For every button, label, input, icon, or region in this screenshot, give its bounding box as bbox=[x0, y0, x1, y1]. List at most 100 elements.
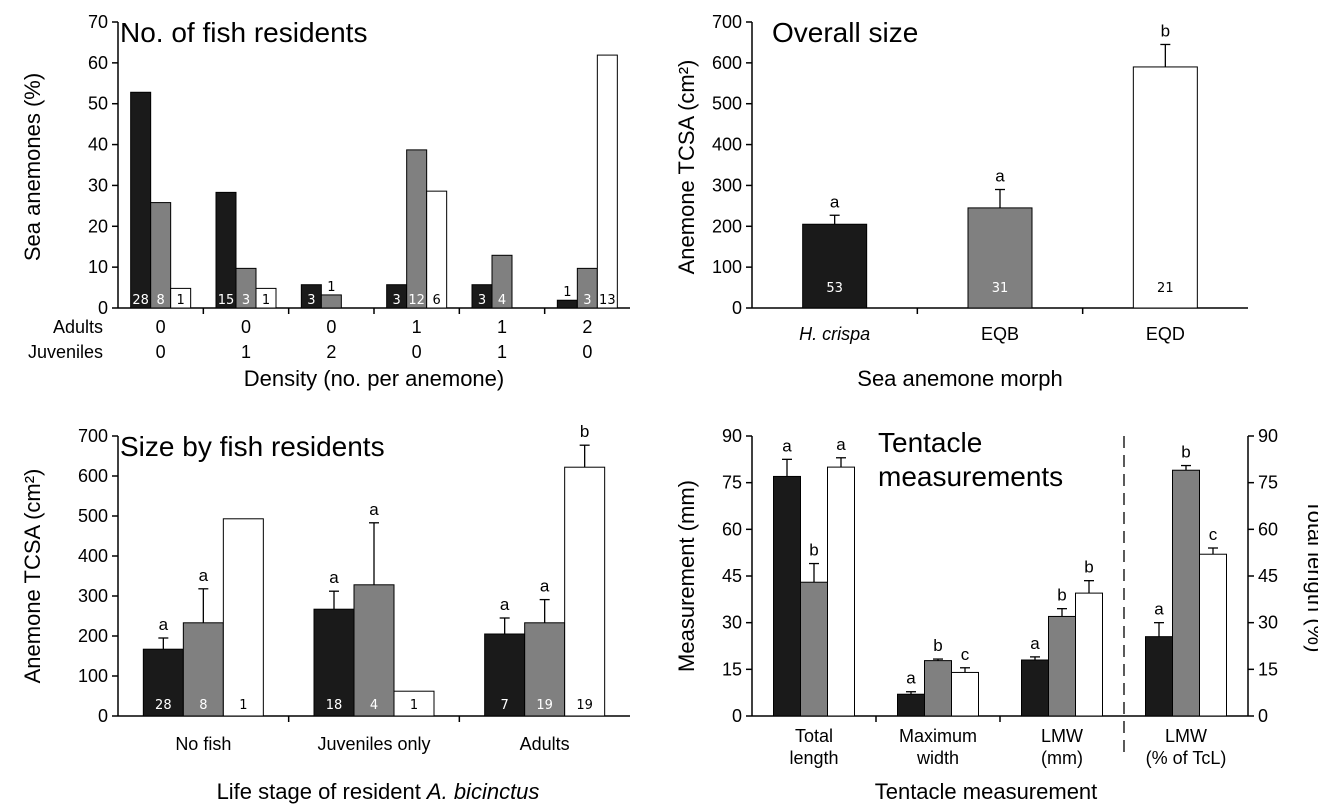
panel-a-title: No. of fish residents bbox=[120, 17, 367, 48]
panel-d-y-tick-label: 45 bbox=[722, 566, 742, 586]
category-label: EQB bbox=[981, 324, 1019, 344]
significance-letter: a bbox=[995, 167, 1005, 186]
panel-a-y-tick-label: 50 bbox=[88, 94, 108, 114]
panel-a-y-tick-label: 20 bbox=[88, 216, 108, 236]
significance-letter: a bbox=[500, 595, 510, 614]
panel-b-y-tick-label: 400 bbox=[712, 135, 742, 155]
bar bbox=[255, 287, 277, 309]
panel-a-y-tick-label: 40 bbox=[88, 135, 108, 155]
panel-a-row-label-adults: Adults bbox=[53, 317, 103, 337]
adults-value: 0 bbox=[241, 317, 251, 337]
significance-letter: c bbox=[961, 645, 970, 664]
category-label: Juveniles only bbox=[317, 734, 430, 754]
category-label: EQD bbox=[1146, 324, 1185, 344]
category-label-line1: Maximum bbox=[899, 726, 977, 746]
count-label: 1 bbox=[327, 280, 335, 295]
count-label: 4 bbox=[498, 293, 506, 308]
panel-c-y-tick-label: 0 bbox=[98, 706, 108, 726]
juveniles-value: 0 bbox=[156, 342, 166, 362]
category-label: Adults bbox=[520, 734, 570, 754]
significance-letter: b bbox=[1084, 558, 1093, 577]
category-label-line2: width bbox=[916, 748, 959, 768]
panel-fish-residents: No. of fish residents Sea anemones (%) D… bbox=[20, 12, 630, 391]
panel-d-y-right-tick-label: 15 bbox=[1258, 659, 1278, 679]
adults-value: 1 bbox=[412, 317, 422, 337]
bar bbox=[596, 54, 618, 309]
panel-d-y-right-tick-label: 75 bbox=[1258, 473, 1278, 493]
bar bbox=[353, 584, 395, 717]
panel-b-y-tick-label: 700 bbox=[712, 12, 742, 32]
count-label: 28 bbox=[155, 698, 172, 713]
panel-a-ylabel: Sea anemones (%) bbox=[20, 73, 45, 261]
category-label-line1: Total bbox=[795, 726, 833, 746]
significance-letter: b bbox=[580, 422, 589, 441]
bar bbox=[827, 466, 855, 717]
count-label: 3 bbox=[307, 293, 315, 308]
panel-d-ylabel-right: Total length (%) bbox=[1303, 500, 1318, 653]
panel-b-xlabel: Sea anemone morph bbox=[857, 366, 1062, 391]
panel-d-y-tick-label: 0 bbox=[732, 706, 742, 726]
count-label: 15 bbox=[218, 293, 235, 308]
bar bbox=[1075, 592, 1103, 717]
panel-c-y-tick-label: 400 bbox=[78, 546, 108, 566]
count-label: 1 bbox=[262, 293, 270, 308]
panel-d-plot: 01530456075900153045607590abaTotallength… bbox=[722, 426, 1278, 768]
panel-b-y-tick-label: 500 bbox=[712, 94, 742, 114]
significance-letter: a bbox=[329, 568, 339, 587]
panel-b-y-tick-label: 600 bbox=[712, 53, 742, 73]
bar bbox=[1132, 66, 1198, 309]
count-label: 1 bbox=[239, 698, 247, 713]
count-label: 3 bbox=[393, 293, 401, 308]
bar bbox=[556, 299, 578, 309]
bar bbox=[924, 660, 952, 717]
panel-c-y-tick-label: 100 bbox=[78, 666, 108, 686]
count-label: 19 bbox=[576, 698, 593, 713]
category-label: No fish bbox=[175, 734, 231, 754]
count-label: 28 bbox=[132, 293, 149, 308]
bar bbox=[1048, 615, 1076, 717]
count-label: 31 bbox=[992, 281, 1009, 296]
panel-d-y-tick-label: 15 bbox=[722, 659, 742, 679]
panel-c-plot: 0 100 200 300 400 500 600 700 a 28 a 8 1 No fish a 18 a 4… bbox=[78, 422, 630, 754]
panel-c-ylabel: Anemone TCSA (cm²) bbox=[20, 469, 45, 684]
significance-letter: b bbox=[1057, 586, 1066, 605]
panel-a-xlabel: Density (no. per anemone) bbox=[244, 366, 504, 391]
significance-letter: a bbox=[830, 192, 840, 211]
count-label: 3 bbox=[242, 293, 250, 308]
significance-letter: a bbox=[836, 435, 846, 454]
bar bbox=[1172, 469, 1200, 717]
adults-value: 0 bbox=[156, 317, 166, 337]
panel-c-y-tick-label: 700 bbox=[78, 426, 108, 446]
bar bbox=[800, 581, 828, 717]
bar bbox=[967, 207, 1033, 309]
count-label: 53 bbox=[826, 281, 843, 296]
bar bbox=[897, 693, 925, 717]
count-label: 7 bbox=[501, 698, 509, 713]
category-label-line1: LMW bbox=[1041, 726, 1083, 746]
panel-d-y-right-tick-label: 60 bbox=[1258, 519, 1278, 539]
juveniles-value: 0 bbox=[412, 342, 422, 362]
significance-letter: a bbox=[906, 669, 916, 688]
panel-b-y-tick-label: 0 bbox=[732, 298, 742, 318]
significance-letter: a bbox=[1030, 634, 1040, 653]
panel-d-y-right-tick-label: 45 bbox=[1258, 566, 1278, 586]
significance-letter: b bbox=[933, 636, 942, 655]
bar bbox=[320, 294, 342, 309]
bar bbox=[1021, 659, 1049, 717]
significance-letter: a bbox=[199, 566, 209, 585]
panel-d-title-line1: Tentacle bbox=[878, 427, 982, 458]
count-label: 19 bbox=[536, 698, 553, 713]
count-label: 21 bbox=[1157, 281, 1174, 296]
count-label: 18 bbox=[326, 698, 343, 713]
panel-c-y-tick-label: 300 bbox=[78, 586, 108, 606]
juveniles-value: 2 bbox=[326, 342, 336, 362]
bar bbox=[1199, 553, 1227, 717]
count-label: 3 bbox=[583, 293, 591, 308]
bar bbox=[150, 202, 172, 309]
panel-c-title: Size by fish residents bbox=[120, 431, 385, 462]
juveniles-value: 1 bbox=[241, 342, 251, 362]
bar bbox=[222, 518, 264, 717]
panel-a-y-tick-label: 70 bbox=[88, 12, 108, 32]
